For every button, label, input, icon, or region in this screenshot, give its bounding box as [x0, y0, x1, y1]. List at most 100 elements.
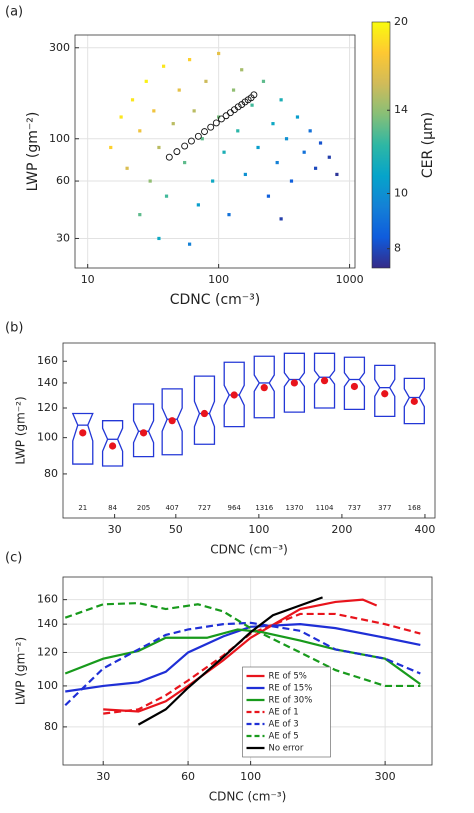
scatter-point	[138, 213, 142, 217]
y-tick-label: 160	[37, 354, 58, 367]
scatter-point	[211, 179, 215, 183]
colorbar-tick-label: 10	[394, 186, 408, 199]
box	[223, 361, 245, 428]
scatter-point	[177, 88, 181, 92]
scatter-point	[250, 103, 254, 107]
scatter-point	[222, 150, 226, 154]
scatter-point	[130, 98, 135, 102]
box	[193, 375, 216, 445]
scatter-point	[196, 203, 200, 207]
scatter-point	[148, 179, 152, 183]
mean-dot	[260, 384, 268, 392]
x-tick-label: 100	[208, 273, 229, 286]
x-tick-label: 100	[248, 523, 269, 536]
count-label: 205	[137, 504, 150, 512]
scatter-point	[308, 129, 312, 133]
x-tick-label: 50	[169, 523, 183, 536]
mean-marker	[234, 103, 242, 111]
scatter-point	[152, 109, 156, 113]
box	[101, 420, 124, 467]
scatter-point	[327, 155, 331, 159]
mean-dot	[79, 429, 87, 437]
y-axis-label: LWP (gm⁻²)	[25, 112, 41, 192]
x-axis-label: CDNC (cm⁻³)	[209, 790, 287, 804]
scatter-point	[162, 64, 166, 68]
scatter-point	[240, 68, 244, 72]
count-label: 737	[348, 504, 361, 512]
box	[403, 377, 425, 425]
series-line	[64, 628, 421, 685]
mean-dot	[350, 382, 359, 391]
colorbar-tick-label: 8	[394, 242, 401, 255]
series-line	[65, 623, 421, 693]
box	[343, 356, 366, 411]
mean-marker	[187, 137, 195, 145]
scatter-point	[144, 79, 148, 83]
count-label: 407	[165, 504, 178, 512]
box	[313, 352, 336, 409]
count-label: 21	[78, 504, 87, 512]
box	[253, 355, 275, 419]
x-tick-label: 30	[96, 770, 110, 783]
scatter-point	[227, 213, 231, 217]
scatter-point	[138, 129, 142, 133]
scatter-point	[217, 51, 221, 56]
series-line	[137, 596, 323, 726]
scatter-point	[200, 137, 204, 141]
x-tick-label: 30	[108, 523, 122, 536]
scatter-point	[289, 179, 294, 183]
y-tick-label: 120	[37, 401, 58, 414]
scatter-point	[318, 141, 323, 145]
panel-label: (b)	[5, 321, 23, 336]
scatter-point	[171, 122, 175, 126]
y-tick-label: 100	[49, 132, 70, 145]
legend-label: RE of 15%	[269, 684, 313, 694]
y-tick-label: 80	[44, 720, 58, 733]
x-tick-label: 200	[331, 523, 352, 536]
y-axis-label: LWP (gm⁻²)	[14, 637, 28, 705]
mean-dot	[230, 391, 238, 399]
box	[71, 412, 94, 465]
mean-dot	[410, 397, 418, 405]
scatter-point	[125, 166, 129, 170]
count-label: 377	[378, 504, 391, 512]
mean-dot	[168, 417, 176, 425]
mean-marker	[207, 123, 215, 131]
scatter-point	[275, 160, 279, 165]
y-tick-label: 140	[37, 376, 58, 389]
count-label: 1104	[316, 504, 334, 512]
mean-marker	[194, 132, 202, 140]
mean-dot	[108, 442, 117, 450]
mean-dot	[320, 377, 329, 385]
scatter-point	[164, 194, 169, 198]
x-tick-label: 100	[240, 770, 261, 783]
y-tick-label: 100	[37, 679, 58, 692]
y-axis-label: LWP (gm⁻²)	[14, 396, 28, 464]
mean-marker	[201, 128, 208, 136]
count-label: 1370	[285, 504, 303, 512]
mean-marker	[173, 148, 181, 156]
x-tick-label: 10	[81, 273, 95, 286]
box	[161, 388, 183, 456]
plot-frame	[62, 342, 436, 519]
count-label: 964	[228, 504, 242, 512]
series-line	[103, 612, 421, 715]
series-line	[103, 598, 378, 713]
scatter-point	[157, 236, 161, 241]
mean-marker	[212, 119, 220, 127]
mean-dot	[290, 379, 298, 387]
mean-dot	[139, 429, 148, 437]
scatter-point	[192, 109, 196, 113]
x-axis-label: CDNC (cm⁻³)	[210, 543, 288, 557]
mean-marker	[165, 153, 173, 161]
scatter-point	[261, 79, 266, 83]
scatter-point	[284, 137, 289, 141]
legend-label: No error	[269, 744, 304, 754]
scatter-point	[302, 150, 306, 154]
mean-marker	[217, 115, 225, 123]
count-label: 168	[408, 504, 421, 512]
scatter-point	[157, 145, 161, 150]
x-tick-label: 60	[181, 770, 195, 783]
colorbar	[371, 21, 391, 269]
box	[132, 403, 155, 458]
